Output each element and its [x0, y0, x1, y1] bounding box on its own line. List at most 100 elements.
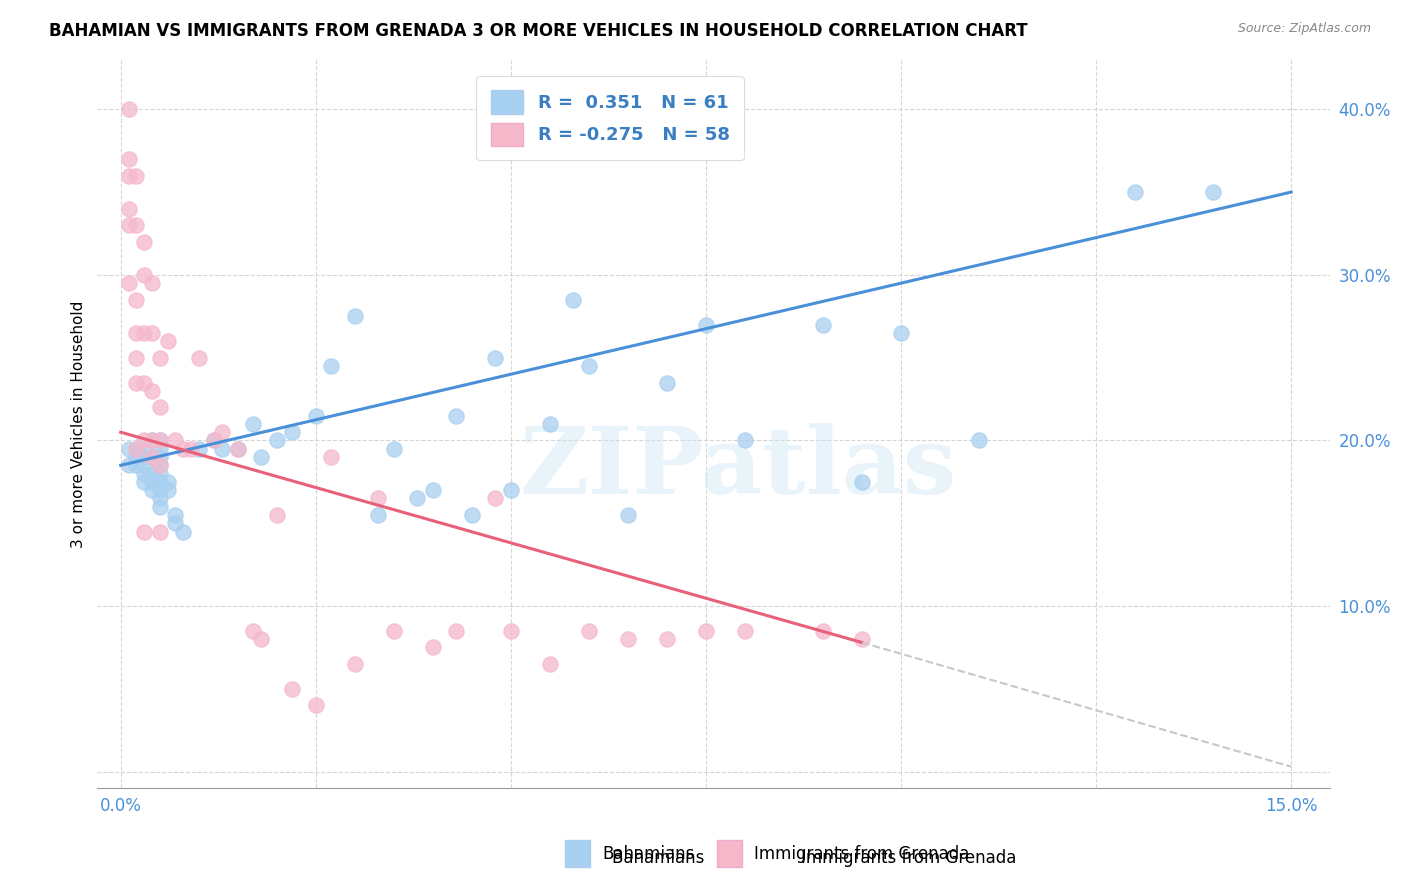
Point [305, 409, 328, 423]
Point [695, 318, 717, 332]
Point [734, 434, 756, 448]
Point [117, 458, 139, 473]
Point [117, 218, 139, 232]
Point [165, 434, 187, 448]
Point [226, 442, 249, 456]
Point [149, 475, 172, 489]
Text: Bahamians: Bahamians [603, 845, 695, 863]
Point [211, 442, 233, 456]
Point [811, 318, 834, 332]
Text: Immigrants from Grenada: Immigrants from Grenada [754, 845, 970, 863]
Point [156, 334, 179, 348]
Point [422, 640, 444, 655]
Point [149, 467, 172, 481]
Point [125, 442, 148, 456]
Point [125, 326, 148, 340]
Point [149, 450, 172, 464]
Point [655, 376, 678, 390]
Point [321, 359, 343, 373]
Point [141, 434, 163, 448]
Point [141, 276, 163, 290]
Point [134, 475, 156, 489]
Point [180, 442, 202, 456]
Point [134, 376, 156, 390]
Point [141, 483, 163, 497]
Point [266, 434, 288, 448]
Legend: R =  0.351   N = 61, R = -0.275   N = 58: R = 0.351 N = 61, R = -0.275 N = 58 [477, 76, 744, 161]
Point [141, 450, 163, 464]
Text: Bahamians: Bahamians [591, 849, 704, 867]
Point [125, 442, 148, 456]
Point [125, 218, 148, 232]
Point [538, 417, 561, 431]
Point [484, 491, 506, 506]
Point [165, 508, 187, 522]
Point [242, 624, 264, 638]
Point [811, 624, 834, 638]
Point [242, 417, 264, 431]
Point [343, 657, 366, 671]
Point [211, 425, 233, 440]
Point [967, 434, 990, 448]
Point [134, 268, 156, 282]
Point [187, 442, 209, 456]
Point [226, 442, 249, 456]
Point [367, 491, 389, 506]
Point [134, 326, 156, 340]
Point [125, 458, 148, 473]
Y-axis label: 3 or more Vehicles in Household: 3 or more Vehicles in Household [72, 301, 86, 548]
Point [1123, 185, 1146, 199]
Point [499, 483, 522, 497]
Point [141, 384, 163, 398]
Point [851, 475, 873, 489]
Point [382, 442, 405, 456]
Point [655, 632, 678, 647]
Point [461, 508, 484, 522]
Point [406, 491, 429, 506]
Point [538, 657, 561, 671]
Point [125, 293, 148, 307]
Point [562, 293, 585, 307]
Point [134, 442, 156, 456]
FancyBboxPatch shape [565, 840, 591, 867]
Point [578, 624, 600, 638]
Point [172, 524, 194, 539]
Point [134, 235, 156, 249]
Point [250, 450, 273, 464]
Point [202, 434, 225, 448]
Point [156, 483, 179, 497]
Point [250, 632, 273, 647]
Point [266, 508, 288, 522]
Point [149, 442, 172, 456]
Point [578, 359, 600, 373]
Point [134, 524, 156, 539]
Point [134, 458, 156, 473]
Point [187, 351, 209, 365]
Point [149, 458, 172, 473]
Point [1202, 185, 1225, 199]
Point [125, 351, 148, 365]
Point [851, 632, 873, 647]
Point [367, 508, 389, 522]
Point [422, 483, 444, 497]
Point [149, 500, 172, 514]
Point [117, 169, 139, 183]
Point [890, 326, 912, 340]
Point [117, 152, 139, 166]
Point [321, 450, 343, 464]
Point [141, 326, 163, 340]
Point [156, 475, 179, 489]
Point [149, 351, 172, 365]
Point [484, 351, 506, 365]
Point [499, 624, 522, 638]
Point [149, 483, 172, 497]
Point [149, 458, 172, 473]
Point [117, 202, 139, 216]
Point [734, 624, 756, 638]
Point [382, 624, 405, 638]
Point [141, 475, 163, 489]
Point [149, 401, 172, 415]
Text: Immigrants from Grenada: Immigrants from Grenada [780, 849, 1017, 867]
Point [172, 442, 194, 456]
Point [149, 491, 172, 506]
